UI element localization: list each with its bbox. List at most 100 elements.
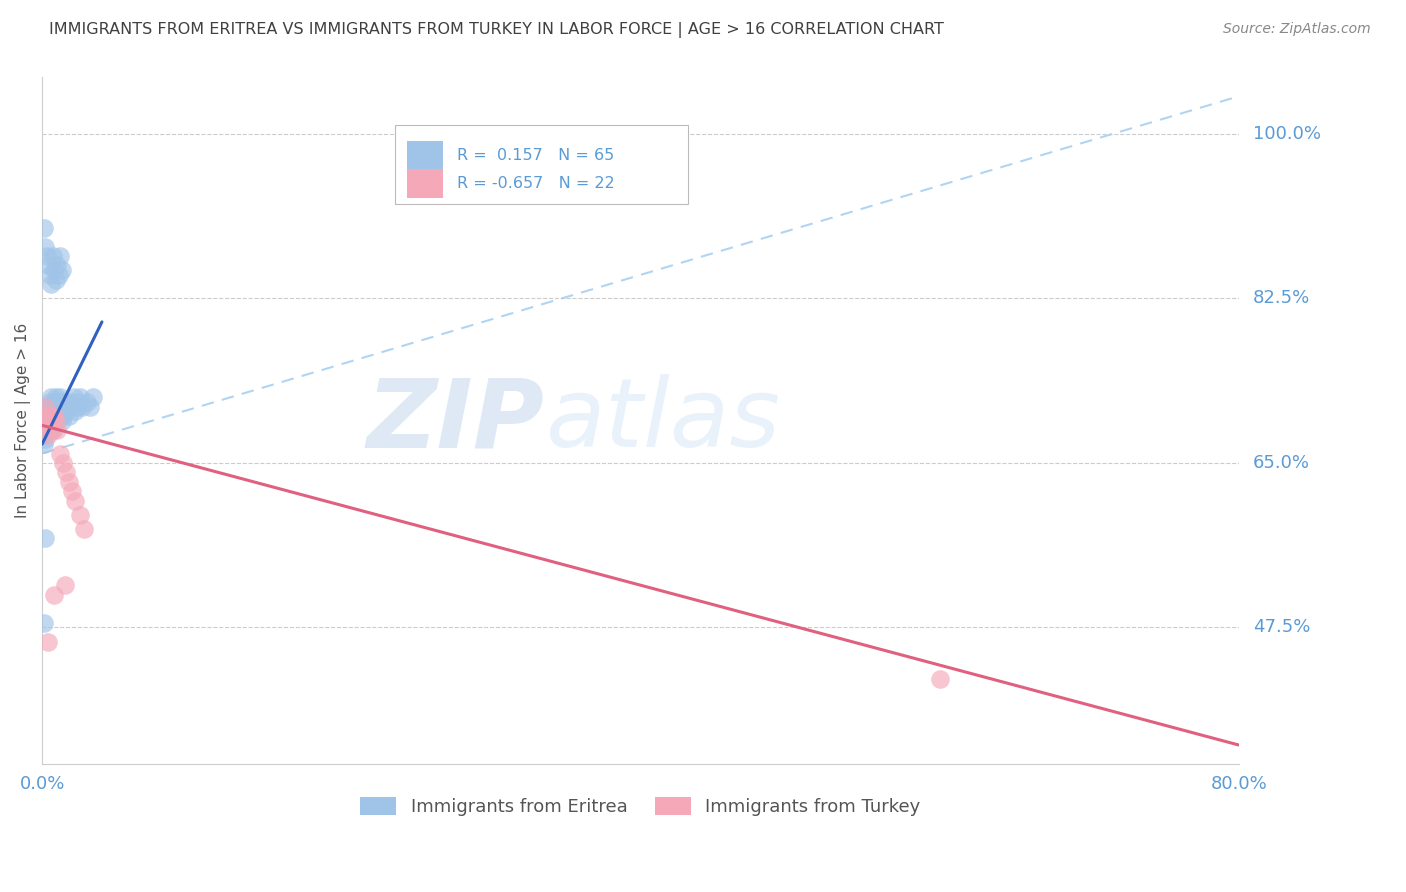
- Point: [41, 423, 63, 437]
- Point: [34, 240, 56, 254]
- Point: [41, 249, 63, 263]
- Point: [928, 672, 950, 686]
- Point: [32, 427, 55, 442]
- Point: [42, 394, 65, 409]
- Point: [46, 423, 69, 437]
- FancyBboxPatch shape: [408, 141, 443, 170]
- Point: [76, 394, 98, 409]
- Point: [69, 508, 91, 522]
- Text: R = -0.657   N = 22: R = -0.657 N = 22: [457, 176, 614, 191]
- Point: [42, 588, 65, 602]
- Point: [51, 263, 73, 277]
- Point: [45, 414, 67, 428]
- Point: [51, 394, 73, 409]
- Text: 82.5%: 82.5%: [1253, 289, 1310, 308]
- Point: [72, 400, 94, 414]
- Y-axis label: In Labor Force | Age > 16: In Labor Force | Age > 16: [15, 323, 31, 518]
- Point: [45, 272, 67, 286]
- Point: [39, 390, 62, 404]
- Point: [46, 414, 69, 428]
- Point: [41, 414, 63, 428]
- Point: [35, 418, 58, 433]
- Text: ZIP: ZIP: [367, 374, 544, 467]
- Point: [52, 400, 75, 414]
- Point: [32, 409, 55, 423]
- Point: [82, 390, 104, 404]
- Point: [55, 466, 77, 480]
- Point: [51, 414, 73, 428]
- Point: [49, 390, 72, 404]
- Point: [58, 475, 80, 489]
- Point: [35, 409, 58, 423]
- Point: [79, 400, 101, 414]
- Text: R =  0.157   N = 65: R = 0.157 N = 65: [457, 148, 614, 163]
- Point: [39, 404, 62, 418]
- Point: [49, 409, 72, 423]
- Text: atlas: atlas: [544, 374, 780, 467]
- Point: [63, 404, 86, 418]
- Point: [34, 400, 56, 414]
- Point: [45, 404, 67, 418]
- Point: [32, 220, 55, 235]
- Point: [38, 423, 60, 437]
- Point: [42, 409, 65, 423]
- Legend: Immigrants from Eritrea, Immigrants from Turkey: Immigrants from Eritrea, Immigrants from…: [353, 789, 928, 823]
- Point: [63, 493, 86, 508]
- Point: [48, 268, 70, 282]
- Point: [34, 418, 56, 433]
- Point: [46, 400, 69, 414]
- Point: [60, 484, 83, 499]
- Point: [37, 634, 59, 648]
- Text: 47.5%: 47.5%: [1253, 618, 1310, 637]
- FancyBboxPatch shape: [395, 126, 689, 204]
- Text: IMMIGRANTS FROM ERITREA VS IMMIGRANTS FROM TURKEY IN LABOR FORCE | AGE > 16 CORR: IMMIGRANTS FROM ERITREA VS IMMIGRANTS FR…: [49, 22, 943, 38]
- Point: [46, 259, 69, 273]
- Point: [35, 414, 58, 428]
- Point: [32, 409, 55, 423]
- Point: [39, 414, 62, 428]
- Point: [34, 400, 56, 414]
- Point: [37, 259, 59, 273]
- Point: [37, 418, 59, 433]
- Point: [53, 394, 76, 409]
- Point: [56, 400, 79, 414]
- Point: [49, 249, 72, 263]
- Point: [35, 249, 58, 263]
- Point: [49, 446, 72, 460]
- Point: [52, 456, 75, 470]
- Text: Source: ZipAtlas.com: Source: ZipAtlas.com: [1223, 22, 1371, 37]
- Point: [60, 400, 83, 414]
- Point: [65, 400, 87, 414]
- Point: [69, 390, 91, 404]
- Point: [32, 437, 55, 451]
- Point: [37, 427, 59, 442]
- Point: [48, 394, 70, 409]
- Point: [41, 400, 63, 414]
- Point: [38, 409, 60, 423]
- Point: [39, 277, 62, 292]
- Point: [38, 268, 60, 282]
- Point: [38, 409, 60, 423]
- Point: [48, 409, 70, 423]
- Point: [41, 423, 63, 437]
- Point: [32, 615, 55, 630]
- Point: [62, 390, 84, 404]
- Point: [73, 522, 96, 536]
- Point: [34, 433, 56, 447]
- Point: [39, 418, 62, 433]
- Point: [42, 263, 65, 277]
- Point: [53, 578, 76, 592]
- Point: [66, 394, 89, 409]
- Point: [37, 409, 59, 423]
- Point: [34, 531, 56, 545]
- Point: [45, 390, 67, 404]
- Text: 65.0%: 65.0%: [1253, 454, 1310, 472]
- Point: [42, 409, 65, 423]
- Point: [59, 394, 82, 409]
- Point: [58, 409, 80, 423]
- Point: [37, 400, 59, 414]
- Point: [55, 404, 77, 418]
- Point: [38, 394, 60, 409]
- Point: [35, 423, 58, 437]
- FancyBboxPatch shape: [408, 169, 443, 197]
